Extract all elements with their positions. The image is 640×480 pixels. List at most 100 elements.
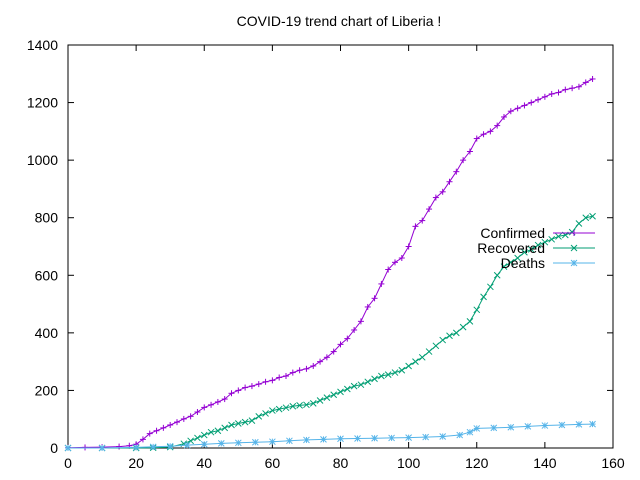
data-point xyxy=(507,423,515,431)
data-point xyxy=(371,434,378,442)
data-point xyxy=(228,390,235,397)
data-point xyxy=(207,428,215,436)
data-point xyxy=(548,90,555,97)
data-point xyxy=(200,440,208,448)
data-point xyxy=(242,384,249,391)
data-point xyxy=(357,381,365,389)
data-point xyxy=(541,238,549,246)
data-point xyxy=(82,444,89,451)
data-point xyxy=(160,424,167,431)
y-tick-label: 200 xyxy=(35,382,59,398)
data-point xyxy=(419,217,426,224)
data-point xyxy=(507,108,514,115)
data-point xyxy=(316,397,324,404)
data-point xyxy=(221,396,228,403)
data-point xyxy=(412,223,419,230)
y-tick-label: 1200 xyxy=(27,95,58,111)
data-point xyxy=(521,102,528,109)
x-tick-label: 160 xyxy=(601,455,625,471)
data-point xyxy=(589,420,596,428)
data-point xyxy=(527,246,535,253)
data-point xyxy=(473,425,481,432)
data-point xyxy=(276,374,283,381)
data-point xyxy=(392,259,398,266)
legend-swatch xyxy=(553,259,595,267)
axes: 0 20 40 60 80 100 120 140 160 0 200 400 600 800 1000 12… xyxy=(27,37,625,471)
data-point xyxy=(555,233,562,240)
y-tick-label: 0 xyxy=(50,440,58,456)
data-point xyxy=(200,431,208,439)
legend-label: Deaths xyxy=(501,255,545,271)
data-point xyxy=(487,128,494,135)
data-point xyxy=(446,332,453,340)
data-point xyxy=(343,385,351,393)
data-point xyxy=(303,365,310,372)
series-group xyxy=(64,75,596,452)
data-point xyxy=(582,214,590,222)
x-tick-label: 140 xyxy=(533,455,557,471)
data-point xyxy=(426,206,433,213)
data-point xyxy=(514,254,521,262)
data-point xyxy=(303,401,310,409)
x-tick-label: 40 xyxy=(196,455,212,471)
legend-swatch xyxy=(553,244,595,252)
data-point xyxy=(187,437,194,445)
data-point xyxy=(422,433,430,441)
data-point xyxy=(337,388,344,396)
data-point xyxy=(262,378,269,385)
data-point xyxy=(405,362,412,370)
data-point xyxy=(166,442,174,450)
data-point xyxy=(98,444,106,452)
data-point xyxy=(385,266,392,273)
data-point xyxy=(187,413,194,420)
data-point xyxy=(116,443,123,450)
data-point xyxy=(248,383,255,390)
data-point xyxy=(262,410,269,417)
data-point xyxy=(446,178,453,185)
data-point xyxy=(283,373,289,380)
data-point xyxy=(541,422,549,429)
data-point xyxy=(180,415,187,422)
data-point xyxy=(439,433,447,440)
data-point xyxy=(194,409,201,416)
data-point xyxy=(310,362,317,369)
data-point xyxy=(514,105,521,112)
data-point xyxy=(320,436,327,443)
series-recovered xyxy=(64,212,596,452)
x-tick-label: 100 xyxy=(397,455,421,471)
data-point xyxy=(214,398,221,405)
data-point xyxy=(364,303,371,310)
data-point xyxy=(289,402,297,410)
x-tick-label: 120 xyxy=(465,455,489,471)
data-point xyxy=(412,358,419,365)
data-point xyxy=(378,280,385,287)
data-point xyxy=(548,235,556,243)
series-confirmed xyxy=(65,75,596,451)
data-point xyxy=(241,418,249,426)
data-point xyxy=(296,367,303,374)
data-point xyxy=(490,424,498,432)
data-point xyxy=(480,293,487,301)
legend-swatch xyxy=(553,230,595,236)
data-point xyxy=(323,354,330,361)
data-point xyxy=(167,421,174,428)
chart-title: COVID-19 trend chart of Liberia ! xyxy=(237,13,442,29)
data-point xyxy=(432,342,440,350)
data-point xyxy=(153,427,160,434)
x-tick-label: 0 xyxy=(64,455,72,471)
data-point xyxy=(208,401,215,408)
y-tick-label: 600 xyxy=(35,267,59,283)
data-point xyxy=(569,85,576,92)
data-point xyxy=(575,421,583,428)
data-point xyxy=(575,83,582,90)
data-point xyxy=(439,188,446,195)
data-point xyxy=(228,421,235,429)
data-point xyxy=(217,440,225,447)
data-point xyxy=(575,220,583,227)
data-point xyxy=(405,243,412,250)
data-point xyxy=(384,371,392,378)
data-point xyxy=(507,258,515,266)
data-point xyxy=(251,438,259,446)
data-point xyxy=(323,394,331,401)
